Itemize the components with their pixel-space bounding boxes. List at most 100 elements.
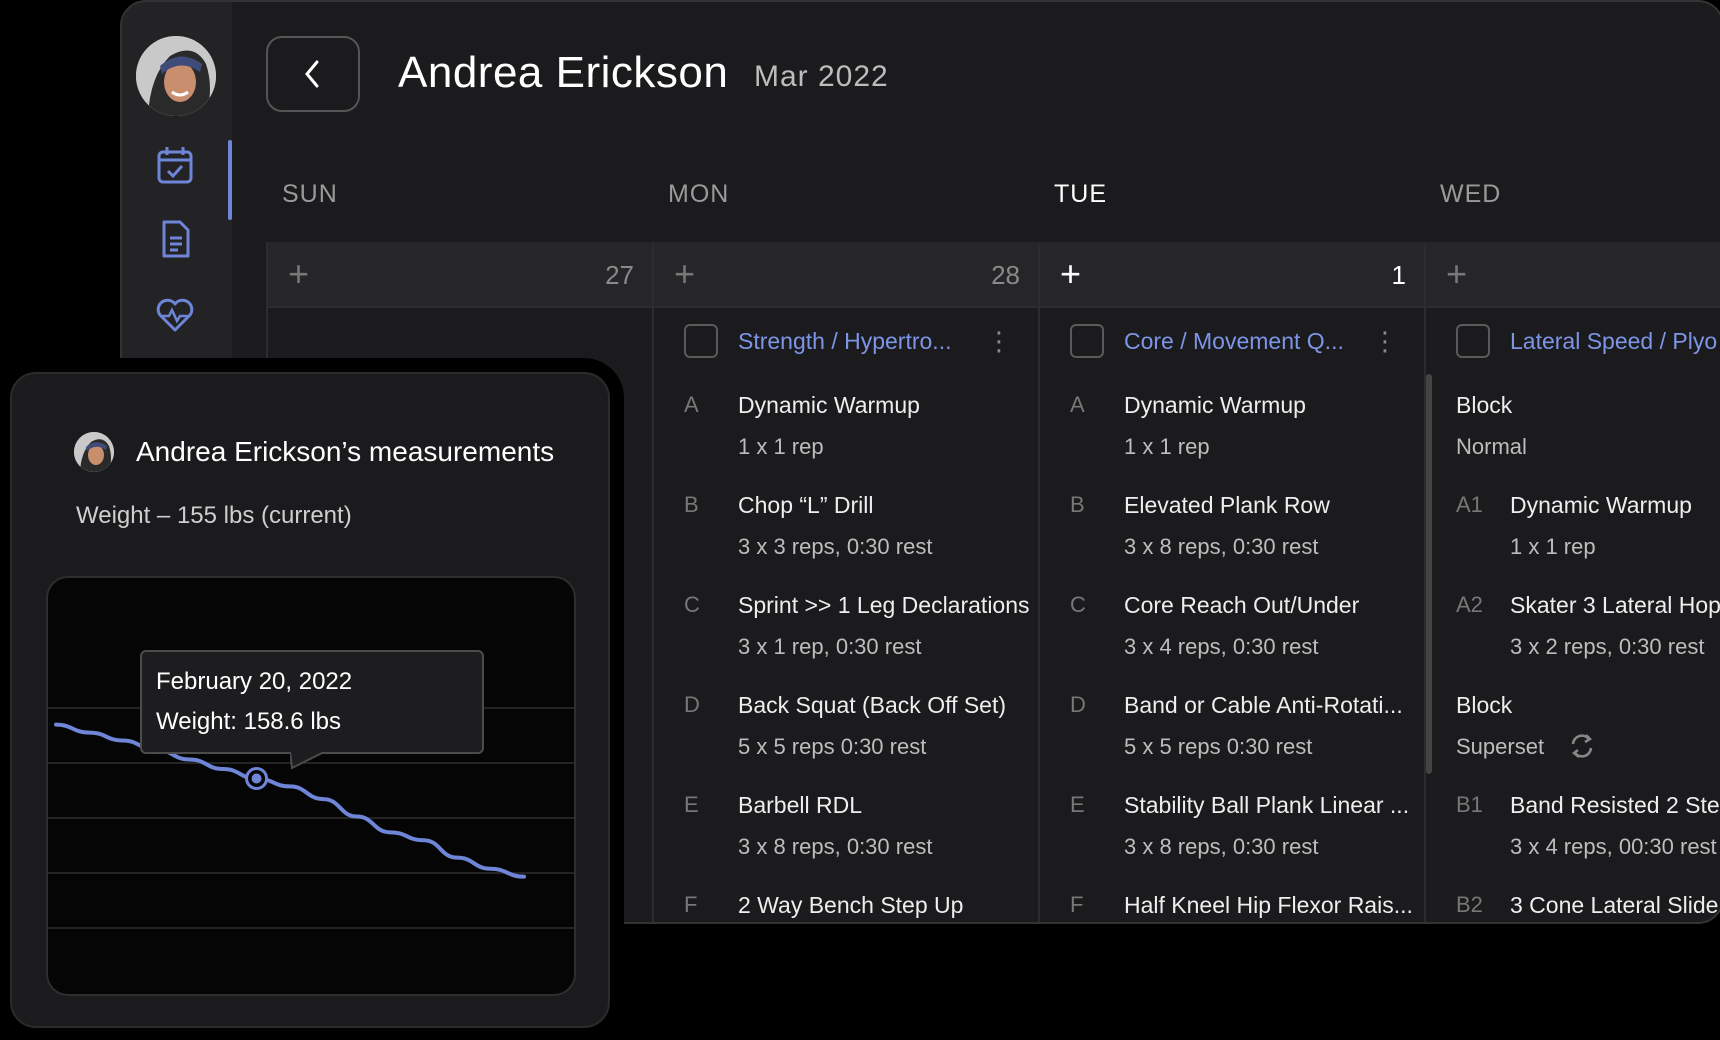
exercise-letter: C [684,592,700,617]
workout-title[interactable]: Lateral Speed / Plyo [1510,328,1718,354]
exercise-name[interactable]: Stability Ball Plank Linear ... [1124,792,1410,818]
repeat-icon [1571,734,1593,758]
day-column-tue: + 1 Core / Movement Q... ⋮ A Dynamic War… [1038,242,1424,922]
avatar-photo [136,36,216,116]
exercise-name[interactable]: Half Kneel Hip Flexor Rais... [1124,892,1413,918]
chart-tooltip: February 20, 2022 Weight: 158.6 lbs [140,650,484,770]
workout-checkbox[interactable] [1456,324,1490,358]
day-column-wed: + Lateral Speed / Plyo Block Normal A1 D… [1424,242,1720,922]
exercise-letter: E [684,792,699,817]
measurements-title: Andrea Erickson’s measurements [136,436,555,467]
exercise-letter: A1 [1456,492,1483,517]
current-month: Mar 2022 [754,60,889,93]
exercise-letter: A2 [1456,592,1483,617]
avatar[interactable] [136,36,216,116]
add-workout-button[interactable]: + [288,253,310,294]
exercise-letter: B [684,492,699,517]
calendar-check-icon[interactable] [154,144,196,186]
exercise-detail: 3 x 4 reps, 00:30 rest [1510,834,1717,859]
weight-chart-svg [48,707,574,929]
day-cell-header: + 1 [1040,242,1424,308]
exercise-letter: B1 [1456,792,1483,817]
exercise-detail: 5 x 5 reps 0:30 rest [1124,734,1313,759]
exercise-letter: B [1070,492,1085,517]
exercise-name[interactable]: Dynamic Warmup [1510,492,1692,518]
workout-checkbox[interactable] [1070,324,1104,358]
day-column-mon: + 28 Strength / Hypertro... ⋮ A Dynamic … [652,242,1038,922]
scrollbar[interactable] [1426,374,1432,774]
exercise-name[interactable]: Back Squat (Back Off Set) [738,692,1007,718]
exercise-letter: B2 [1456,892,1483,917]
sidebar-active-indicator [228,140,232,220]
exercise-name[interactable]: Core Reach Out/Under [1124,592,1360,618]
block-type: Superset [1456,734,1545,759]
workout-title[interactable]: Core / Movement Q... [1124,328,1344,354]
block-type: Normal [1456,434,1527,459]
exercise-letter: F [1070,892,1084,917]
tooltip-weight: Weight: 158.6 lbs [156,708,342,735]
day-header-mon: MON [668,180,730,208]
avatar-photo [74,432,114,472]
day-header-wed: WED [1440,180,1502,208]
day-header-sun: SUN [282,180,338,208]
day-header-tue: TUE [1054,180,1107,208]
day-cell-header: + 28 [654,242,1038,308]
workout-checkbox[interactable] [684,324,718,358]
chevron-left-icon [305,60,319,88]
weight-chart[interactable]: February 20, 2022 Weight: 158.6 lbs [46,576,576,996]
chart-point-dot [251,773,262,784]
exercise-detail: 1 x 1 rep [738,434,824,459]
exercise-name[interactable]: 2 Way Bench Step Up [738,892,964,918]
exercise-detail: 3 x 1 rep, 0:30 rest [738,634,922,659]
measurements-card: Andrea Erickson’s measurements Weight – … [10,372,610,1028]
exercise-letter: E [1070,792,1085,817]
more-vertical-icon[interactable]: ⋮ [986,326,1012,356]
block-title: Block [1456,692,1513,718]
tooltip-pointer [290,752,324,770]
exercise-name[interactable]: Elevated Plank Row [1124,492,1330,518]
avatar [74,432,114,472]
exercise-letter: A [684,392,699,417]
exercise-letter: A [1070,392,1085,417]
exercise-letter: F [684,892,698,917]
exercise-name[interactable]: Sprint >> 1 Leg Declarations [738,592,1030,618]
exercise-name[interactable]: Skater 3 Lateral Hop [1510,592,1720,618]
heart-pulse-icon[interactable] [154,294,196,336]
exercise-name[interactable]: Chop “L” Drill [738,492,874,518]
workout-title[interactable]: Strength / Hypertro... [738,328,952,354]
exercise-name[interactable]: 3 Cone Lateral Slide [1510,892,1719,918]
page-title: Andrea Erickson [398,48,729,97]
exercise-detail: 3 x 8 reps, 0:30 rest [1124,834,1319,859]
day-cell-header: + 27 [268,242,652,308]
exercise-detail: 3 x 8 reps, 0:30 rest [738,834,933,859]
block-title: Block [1456,392,1513,418]
exercise-detail: 3 x 8 reps, 0:30 rest [1124,534,1319,559]
exercise-detail: 1 x 1 rep [1124,434,1210,459]
day-number: 27 [605,260,634,290]
exercise-letter: D [684,692,700,717]
exercise-detail: 1 x 1 rep [1510,534,1596,559]
document-icon[interactable] [154,218,196,260]
day-number: 1 [1391,260,1406,290]
exercise-letter: D [1070,692,1086,717]
more-vertical-icon[interactable]: ⋮ [1372,326,1398,356]
exercise-name[interactable]: Band Resisted 2 Step [1510,792,1720,818]
add-workout-button[interactable]: + [1060,253,1082,294]
day-number: 28 [991,260,1020,290]
exercise-name[interactable]: Barbell RDL [738,792,862,818]
day-cell-header: + [1426,242,1720,308]
add-workout-button[interactable]: + [674,253,696,294]
back-button[interactable] [266,36,360,112]
exercise-name[interactable]: Band or Cable Anti-Rotati... [1124,692,1403,718]
exercise-name[interactable]: Dynamic Warmup [738,392,920,418]
exercise-name[interactable]: Dynamic Warmup [1124,392,1306,418]
exercise-detail: 3 x 3 reps, 0:30 rest [738,534,933,559]
exercise-letter: C [1070,592,1086,617]
exercise-detail: 5 x 5 reps 0:30 rest [738,734,927,759]
weight-series-line [54,722,526,879]
exercise-detail: 3 x 2 reps, 0:30 rest [1510,634,1705,659]
exercise-detail: 3 x 4 reps, 0:30 rest [1124,634,1319,659]
add-workout-button[interactable]: + [1446,253,1468,294]
calendar-grid: + 27 + 28 Strength / Hypertro... ⋮ A Dyn… [266,242,1720,922]
tooltip-date: February 20, 2022 [156,668,353,695]
